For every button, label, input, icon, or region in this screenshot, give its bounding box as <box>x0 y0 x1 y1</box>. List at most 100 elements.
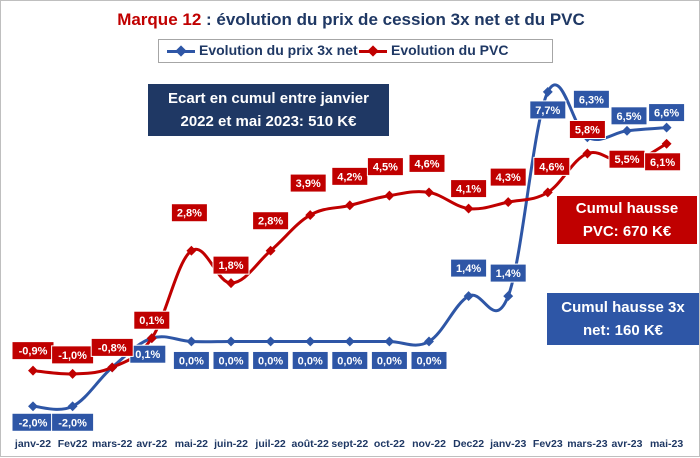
data-point-0-10 <box>424 336 434 347</box>
data-point-0-8 <box>344 336 355 347</box>
legend-label-prix-3x: Evolution du prix 3x net <box>199 42 358 58</box>
data-label-1-8: 4,2% <box>331 166 369 186</box>
data-point-1-11 <box>463 203 474 214</box>
svg-text:-0,9%: -0,9% <box>19 346 48 358</box>
svg-text:0,0%: 0,0% <box>416 355 441 367</box>
x-tick-label-2: mars-22 <box>92 438 132 450</box>
data-label-0-16: 6,6% <box>648 103 686 123</box>
annotation-cumul-3x-line-1: Cumul hausse 3x <box>561 299 685 316</box>
svg-text:4,6%: 4,6% <box>414 158 439 170</box>
data-point-1-10 <box>424 187 434 198</box>
data-label-0-7: 0,0% <box>291 350 329 370</box>
x-tick-label-3: avr-22 <box>136 438 167 450</box>
svg-text:7,7%: 7,7% <box>535 105 560 117</box>
svg-text:1,4%: 1,4% <box>496 268 521 280</box>
x-tick-label-9: oct-22 <box>374 438 405 450</box>
svg-text:1,8%: 1,8% <box>218 260 243 272</box>
svg-text:-0,8%: -0,8% <box>98 342 127 354</box>
annotation-cumul-3x-line-2: net: 160 K€ <box>582 322 664 339</box>
data-point-1-6 <box>265 245 276 256</box>
data-label-1-3: 0,1% <box>133 310 171 330</box>
data-point-0-0 <box>28 401 38 412</box>
data-label-0-3: 0,1% <box>129 344 167 364</box>
x-tick-label-8: sept-22 <box>331 438 368 450</box>
data-label-0-5: 0,0% <box>212 350 250 370</box>
data-point-0-9 <box>384 336 395 347</box>
data-point-0-7 <box>305 336 316 347</box>
data-label-0-8: 0,0% <box>331 350 369 370</box>
svg-text:2,8%: 2,8% <box>258 216 283 228</box>
svg-text:0,1%: 0,1% <box>135 349 160 361</box>
x-tick-label-6: juil-22 <box>254 438 286 450</box>
data-label-0-1: -2,0% <box>51 412 95 432</box>
svg-text:5,5%: 5,5% <box>614 154 639 166</box>
data-point-1-0 <box>28 365 38 376</box>
data-label-1-2: -0,8% <box>90 337 134 357</box>
legend-swatch-pvc <box>359 50 387 53</box>
x-tick-label-15: avr-23 <box>612 438 643 450</box>
data-label-0-15: 6,5% <box>610 106 648 126</box>
data-label-0-0: -2,0% <box>11 412 55 432</box>
svg-text:6,3%: 6,3% <box>579 94 604 106</box>
data-point-0-13 <box>542 86 553 97</box>
chart-title-brand: Marque 12 <box>117 10 202 29</box>
x-tick-label-7: août-22 <box>292 438 330 450</box>
svg-text:0,0%: 0,0% <box>218 355 243 367</box>
data-point-1-13 <box>542 187 553 198</box>
svg-text:0,0%: 0,0% <box>258 355 283 367</box>
data-point-0-15 <box>622 125 632 136</box>
chart-title-text: : évolution du prix de cession 3x net et… <box>201 10 585 29</box>
data-point-1-16 <box>661 138 672 149</box>
svg-text:6,1%: 6,1% <box>650 157 675 169</box>
x-tick-label-4: mai-22 <box>175 438 208 450</box>
svg-text:-2,0%: -2,0% <box>58 417 87 429</box>
data-point-1-7 <box>305 210 316 221</box>
data-point-1-4 <box>186 245 197 256</box>
data-label-1-11: 4,1% <box>450 179 488 199</box>
data-label-0-10: 0,0% <box>410 350 448 370</box>
x-tick-label-16: mai-23 <box>650 438 683 450</box>
data-label-0-14: 6,3% <box>572 89 610 109</box>
data-point-1-1 <box>67 368 78 379</box>
data-label-0-4: 0,0% <box>172 350 210 370</box>
x-tick-label-13: Fev23 <box>533 438 563 450</box>
data-label-0-6: 0,0% <box>252 350 290 370</box>
data-label-1-7: 3,9% <box>289 173 327 193</box>
svg-text:0,0%: 0,0% <box>298 355 323 367</box>
data-label-1-5: 1,8% <box>212 255 250 275</box>
x-tick-label-5: juin-22 <box>213 438 248 450</box>
data-point-0-4 <box>186 336 197 347</box>
data-label-1-13: 4,6% <box>533 156 571 176</box>
data-label-1-12: 4,3% <box>489 167 527 187</box>
data-label-1-16: 6,1% <box>644 152 682 172</box>
x-tick-label-14: mars-23 <box>567 438 607 450</box>
data-label-1-15: 5,5% <box>608 149 646 169</box>
data-point-0-16 <box>661 122 672 133</box>
legend-swatch-prix-3x <box>167 50 195 53</box>
svg-text:-1,0%: -1,0% <box>58 350 87 362</box>
x-tick-label-0: janv-22 <box>14 438 51 450</box>
data-label-0-13: 7,7% <box>529 100 567 120</box>
annotation-cumul-pvc: Cumul hausse PVC: 670 K€ <box>557 196 697 244</box>
svg-text:0,0%: 0,0% <box>337 355 362 367</box>
svg-text:6,6%: 6,6% <box>654 108 679 120</box>
svg-text:4,5%: 4,5% <box>373 162 398 174</box>
data-label-1-14: 5,8% <box>568 120 606 139</box>
data-label-1-4: 2,8% <box>170 203 208 223</box>
chart-title: Marque 12 : évolution du prix de cession… <box>1 10 700 30</box>
svg-text:3,9%: 3,9% <box>296 178 321 190</box>
data-point-0-11 <box>463 291 474 302</box>
x-tick-label-10: nov-22 <box>412 438 446 450</box>
data-point-1-9 <box>384 190 395 201</box>
data-point-1-3 <box>146 333 157 344</box>
data-point-1-12 <box>503 197 514 208</box>
data-label-1-0: -0,9% <box>11 341 55 361</box>
data-label-0-11: 1,4% <box>450 258 488 278</box>
data-point-0-12 <box>503 291 514 302</box>
svg-text:4,2%: 4,2% <box>337 171 362 183</box>
data-label-0-12: 1,4% <box>489 263 527 283</box>
data-point-1-8 <box>344 200 355 211</box>
data-point-0-6 <box>265 336 276 347</box>
data-label-1-10: 4,6% <box>408 153 446 173</box>
